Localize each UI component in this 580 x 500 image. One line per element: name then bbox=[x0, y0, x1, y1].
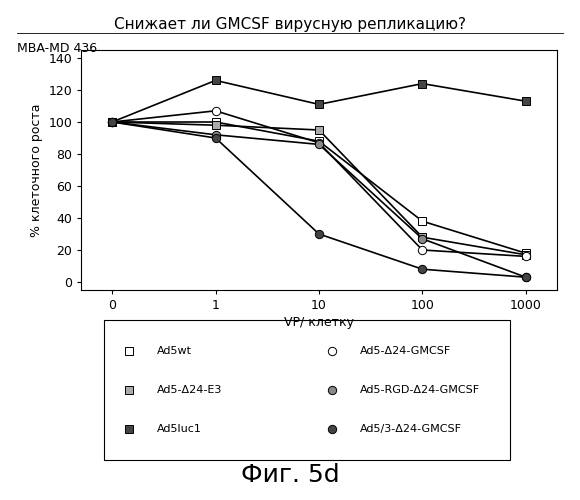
Text: Ad5-Δ24-GMCSF: Ad5-Δ24-GMCSF bbox=[360, 346, 451, 356]
Text: Ad5-Δ24-E3: Ad5-Δ24-E3 bbox=[157, 385, 223, 395]
Text: Ad5wt: Ad5wt bbox=[157, 346, 192, 356]
X-axis label: VP/ клетку: VP/ клетку bbox=[284, 316, 354, 329]
Y-axis label: % клеточного роста: % клеточного роста bbox=[30, 104, 43, 237]
Text: Ad5-RGD-Δ24-GMCSF: Ad5-RGD-Δ24-GMCSF bbox=[360, 385, 480, 395]
Text: Ad5luc1: Ad5luc1 bbox=[157, 424, 202, 434]
Text: Фиг. 5d: Фиг. 5d bbox=[241, 464, 339, 487]
Text: MBA-MD 436: MBA-MD 436 bbox=[17, 42, 97, 56]
Text: Ad5/3-Δ24-GMCSF: Ad5/3-Δ24-GMCSF bbox=[360, 424, 462, 434]
Text: Снижает ли GMCSF вирусную репликацию?: Снижает ли GMCSF вирусную репликацию? bbox=[114, 18, 466, 32]
